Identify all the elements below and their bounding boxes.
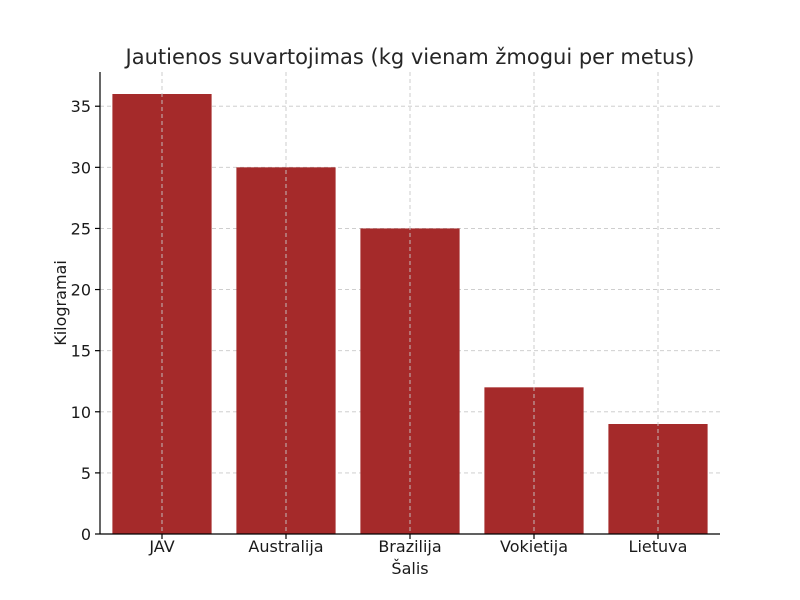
y-tick-label: 30 bbox=[71, 158, 91, 177]
y-tick-label: 10 bbox=[71, 403, 91, 422]
y-tick-label: 35 bbox=[71, 97, 91, 116]
x-tick-label: Brazilija bbox=[378, 537, 441, 556]
y-tick-label: 15 bbox=[71, 342, 91, 361]
x-tick-label: Australija bbox=[248, 537, 323, 556]
y-tick-label: 0 bbox=[81, 525, 91, 544]
chart-title: Jautienos suvartojimas (kg vienam žmogui… bbox=[124, 45, 695, 69]
y-tick-label: 20 bbox=[71, 281, 91, 300]
y-tick-label: 25 bbox=[71, 219, 91, 238]
y-axis-label: Kilogramai bbox=[51, 260, 70, 346]
x-tick-label: Lietuva bbox=[629, 537, 688, 556]
y-tick-label: 5 bbox=[81, 464, 91, 483]
x-tick-label: JAV bbox=[148, 537, 174, 556]
x-axis-label: Šalis bbox=[391, 559, 428, 578]
x-tick-label: Vokietija bbox=[500, 537, 568, 556]
ticks: 0 5 10 15 20 25 30 35 JAV Australija Brazilija Voki… bbox=[71, 97, 688, 556]
